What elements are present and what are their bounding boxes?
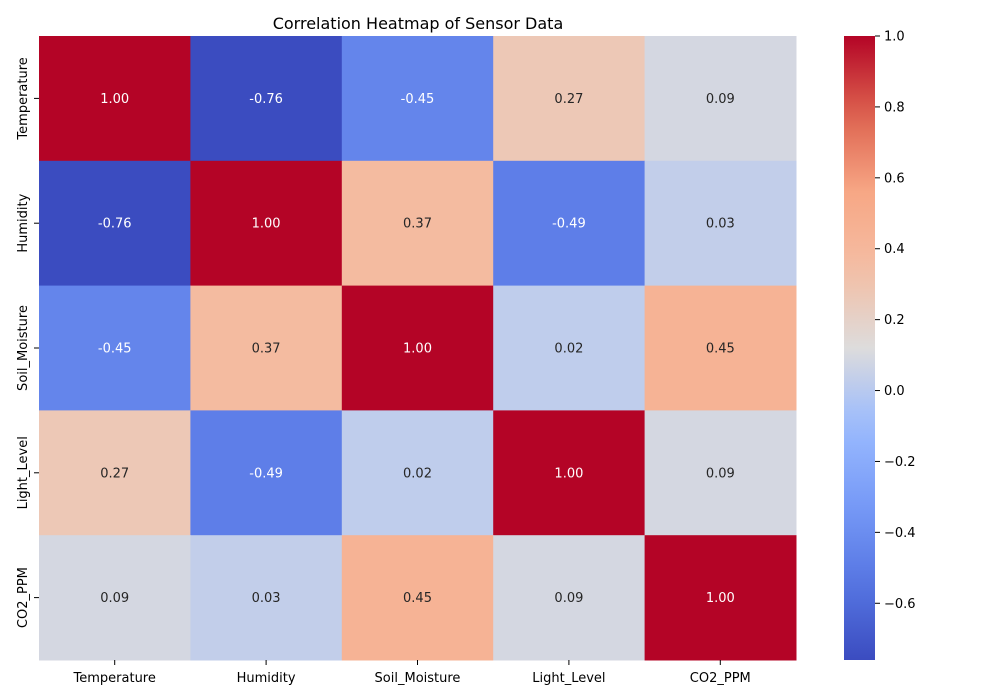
y-tick-label: Temperature bbox=[16, 57, 31, 140]
heatmap-cell bbox=[190, 160, 343, 287]
cell-value-label: 0.37 bbox=[403, 217, 432, 232]
cell-value-label: -0.45 bbox=[401, 92, 435, 107]
x-tick-label: Soil_Moisture bbox=[375, 671, 461, 686]
cell-value-label: 1.00 bbox=[252, 217, 281, 232]
cell-value-label: 0.27 bbox=[554, 92, 583, 107]
cell-value-label: 1.00 bbox=[706, 591, 735, 606]
y-tick-label: Light_Level bbox=[16, 436, 31, 509]
heatmap-cell bbox=[341, 36, 494, 162]
heatmap-cell bbox=[39, 36, 191, 162]
colorbar-tick-label: 0.4 bbox=[884, 242, 905, 257]
cell-value-label: 0.03 bbox=[252, 591, 281, 606]
colorbar-tick-label: −0.6 bbox=[884, 597, 916, 612]
cell-value-label: -0.76 bbox=[249, 92, 283, 107]
colorbar-tick-label: 0.6 bbox=[884, 171, 905, 186]
cell-value-label: 0.37 bbox=[252, 342, 281, 357]
heatmap-cell bbox=[341, 285, 494, 411]
heatmap-cell bbox=[39, 535, 191, 661]
cell-value-label: 0.09 bbox=[706, 466, 735, 481]
heatmap-cell bbox=[493, 535, 646, 661]
heatmap-cell bbox=[39, 410, 191, 536]
heatmap-cell bbox=[341, 160, 494, 287]
cell-value-label: -0.45 bbox=[98, 342, 132, 357]
x-tick-label: Temperature bbox=[73, 671, 156, 686]
heatmap-cell bbox=[493, 410, 646, 536]
heatmap-cell bbox=[39, 160, 191, 287]
colorbar-tick-label: −0.2 bbox=[884, 455, 916, 470]
cell-value-label: 0.03 bbox=[706, 217, 735, 232]
cell-value-label: 0.27 bbox=[100, 466, 129, 481]
cell-value-label: -0.49 bbox=[552, 217, 586, 232]
x-tick-label: Light_Level bbox=[532, 671, 605, 686]
colorbar: −0.6 −0.4 −0.2 0.0 0.2 0.4 0.6 0.8 1.0 bbox=[844, 30, 916, 660]
cell-value-label: 0.02 bbox=[403, 466, 432, 481]
colorbar-tick-label: 1.0 bbox=[884, 30, 905, 45]
colorbar-gradient bbox=[844, 36, 875, 660]
heatmap-cell bbox=[493, 285, 646, 411]
cell-value-label: 1.00 bbox=[403, 342, 432, 357]
x-tick-label: CO2_PPM bbox=[690, 671, 751, 686]
cell-value-label: 1.00 bbox=[100, 92, 129, 107]
y-tick-label: Soil_Moisture bbox=[16, 305, 31, 391]
heatmap-cell bbox=[644, 36, 797, 162]
heatmap-cell bbox=[190, 36, 343, 162]
heatmap-cell bbox=[644, 535, 797, 661]
heatmap-cell bbox=[190, 535, 343, 661]
heatmap-cell bbox=[644, 410, 797, 536]
y-tick-label: Humidity bbox=[16, 193, 31, 252]
cell-value-label: 1.00 bbox=[554, 466, 583, 481]
heatmap-cell bbox=[493, 36, 646, 162]
heatmap-cell bbox=[190, 410, 343, 536]
cell-value-label: 0.09 bbox=[554, 591, 583, 606]
cell-value-label: -0.49 bbox=[249, 466, 283, 481]
chart-title: Correlation Heatmap of Sensor Data bbox=[273, 14, 564, 33]
heatmap-cells: 1.00 -0.76 -0.45 0.27 0.09 -0.76 1.00 0.37 -0.49… bbox=[39, 36, 797, 661]
heatmap-cell bbox=[341, 410, 494, 536]
heatmap-cell bbox=[493, 160, 646, 287]
cell-value-label: 0.09 bbox=[706, 92, 735, 107]
colorbar-tick-label: 0.2 bbox=[884, 313, 905, 328]
heatmap-cell bbox=[39, 285, 191, 411]
cell-value-label: 0.45 bbox=[403, 591, 432, 606]
x-axis: Temperature Humidity Soil_Moisture Light_Le… bbox=[73, 660, 751, 686]
heatmap-cell bbox=[644, 285, 797, 411]
colorbar-tick-label: 0.8 bbox=[884, 100, 905, 115]
y-tick-label: CO2_PPM bbox=[16, 567, 31, 628]
cell-value-label: -0.76 bbox=[98, 217, 132, 232]
heatmap-cell bbox=[190, 285, 343, 411]
heatmap-cell bbox=[644, 160, 797, 287]
x-tick-label: Humidity bbox=[237, 671, 296, 686]
y-axis: Temperature Humidity Soil_Moisture Light_Le… bbox=[16, 57, 39, 628]
cell-value-label: 0.02 bbox=[554, 342, 583, 357]
heatmap-cell bbox=[341, 535, 494, 661]
cell-value-label: 0.09 bbox=[100, 591, 129, 606]
colorbar-tick-label: 0.0 bbox=[884, 384, 905, 399]
colorbar-tick-label: −0.4 bbox=[884, 526, 916, 541]
cell-value-label: 0.45 bbox=[706, 342, 735, 357]
